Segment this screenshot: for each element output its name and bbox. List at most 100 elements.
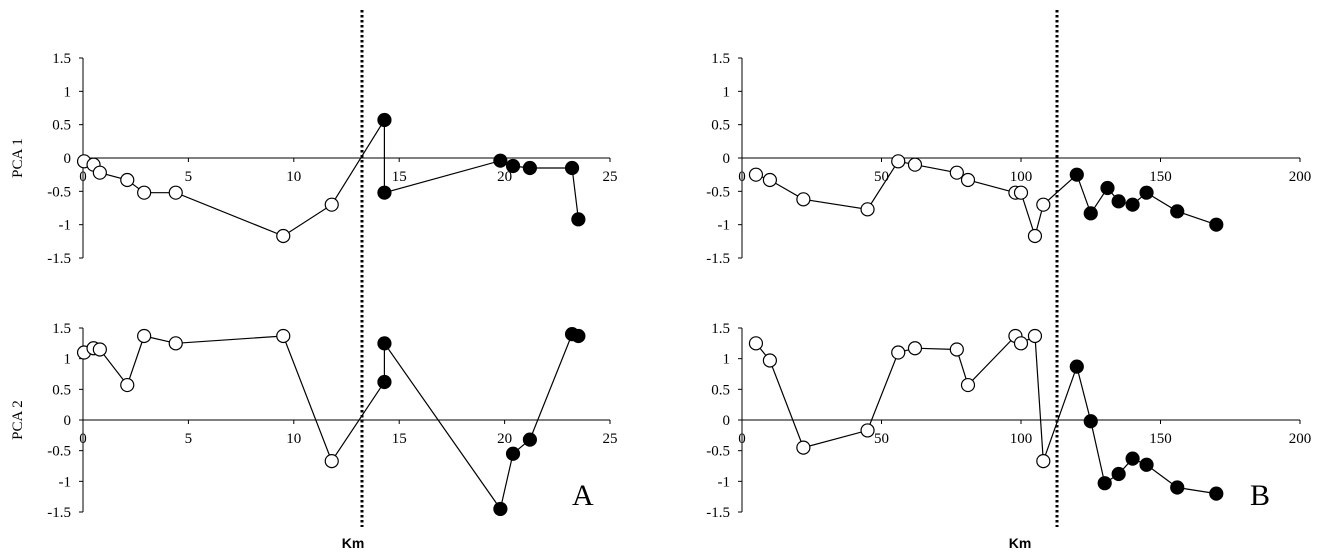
open-point <box>748 167 764 182</box>
open-point <box>120 377 135 393</box>
y-tick-label: -1 <box>59 218 72 234</box>
y-tick-label: 1.5 <box>52 51 71 67</box>
x-tick-label: 10 <box>286 431 301 447</box>
open-point <box>324 453 339 469</box>
filled-point <box>377 374 392 390</box>
x-tick-label: 100 <box>1010 169 1033 185</box>
y-tick-label: 1.5 <box>711 51 730 67</box>
filled-point <box>493 501 508 517</box>
y-tick-label: 1 <box>64 84 72 100</box>
filled-point <box>1111 194 1126 209</box>
y-tick-label: -1 <box>59 474 72 490</box>
subplot-b-1: -1.5 -1 -0.5 0 0.5 1 1.5 0 50 100 150 200 <box>706 51 1311 267</box>
open-point <box>796 440 811 455</box>
filled-point <box>1125 197 1140 212</box>
y-tick-label: -0.5 <box>47 444 71 460</box>
open-point <box>137 328 152 344</box>
open-point <box>762 172 778 188</box>
y-tick-label: -1.5 <box>706 505 730 521</box>
subplot-b-2: -1.5 -1 -0.5 0 0.5 1 1.5 0 50 100 150 200 <box>706 321 1311 521</box>
open-point <box>1036 453 1051 469</box>
open-point <box>276 228 291 244</box>
y-tick-label: 0 <box>64 151 72 167</box>
y-tick-label: 0.5 <box>711 382 730 398</box>
open-point <box>1013 185 1029 200</box>
filled-point <box>1083 206 1098 221</box>
x-tick-label: 10 <box>286 169 301 185</box>
filled-point <box>1209 486 1224 501</box>
filled-point <box>1139 185 1154 200</box>
open-point <box>276 328 291 344</box>
open-point <box>907 157 923 172</box>
x-tick-label: 100 <box>1010 431 1033 447</box>
open-point <box>1027 328 1043 344</box>
open-point <box>1027 228 1043 244</box>
open-point <box>748 336 764 351</box>
filled-point <box>1209 217 1224 232</box>
x-tick-label: 50 <box>874 169 889 185</box>
y-tick-label: 0.5 <box>52 118 71 134</box>
x-tick-label: 0 <box>79 431 87 447</box>
y-tick-label: -1 <box>718 474 731 490</box>
open-point <box>137 185 152 200</box>
y-tick-label: 1 <box>64 352 72 368</box>
x-tick-label: 200 <box>1289 169 1312 185</box>
x-tick-label: 0 <box>738 169 746 185</box>
x-axis-label: Km <box>1009 535 1032 551</box>
filled-point <box>1083 414 1098 429</box>
x-tick-label: 0 <box>79 169 87 185</box>
open-point <box>1036 197 1051 212</box>
open-point <box>324 197 339 212</box>
x-axis-label: Km <box>342 535 365 551</box>
x-tick-label: 20 <box>497 169 512 185</box>
y-tick-label: -0.5 <box>706 184 730 200</box>
filled-point <box>1111 466 1126 482</box>
open-point <box>891 154 906 169</box>
y-tick-label: 0 <box>723 151 731 167</box>
filled-point <box>1097 476 1112 491</box>
y-tick-label: -0.5 <box>706 444 730 460</box>
chart-panel-b: -1.5-1-0.500.511.50 50 100 150 200-1.5-1-0.5… <box>706 10 1311 551</box>
x-tick-label: 5 <box>185 169 193 185</box>
x-tick-label: 20 <box>497 431 512 447</box>
y-tick-label: -1.5 <box>47 505 71 521</box>
x-tick-label: 50 <box>874 431 889 447</box>
filled-point <box>1170 480 1185 495</box>
filled-point <box>493 153 508 168</box>
filled-point <box>1139 457 1154 472</box>
subplot-a-2: -1.5 -1 -0.5 0 0.5 1 1.5 0 5 10 15 20 25 PCA 2 <box>10 321 618 521</box>
y-tick-label: -1.5 <box>47 251 71 267</box>
x-tick-label: 0 <box>738 431 746 447</box>
subplot-a-1: -1.5 -1 -0.5 0 0.5 1 1.5 0 5 10 15 20 25 PCA 1 <box>10 51 618 267</box>
y-axis-label: PCA 1 <box>10 138 26 178</box>
open-point <box>796 192 811 207</box>
open-point <box>860 202 875 217</box>
open-point <box>949 342 964 357</box>
y-tick-label: 1 <box>723 84 731 100</box>
filled-point <box>505 158 521 174</box>
filled-point <box>1125 451 1140 466</box>
x-tick-label: 5 <box>185 431 193 447</box>
open-point <box>92 342 107 357</box>
x-tick-label: 200 <box>1289 431 1312 447</box>
open-point <box>891 345 906 360</box>
open-point <box>120 172 135 188</box>
x-tick-label: 150 <box>1149 431 1172 447</box>
open-point <box>168 336 183 351</box>
filled-point <box>571 328 586 344</box>
y-tick-label: 1.5 <box>52 321 71 337</box>
open-point <box>960 377 976 393</box>
y-tick-label: 0 <box>723 413 731 429</box>
x-tick-label: 25 <box>603 169 618 185</box>
open-point <box>762 353 778 368</box>
filled-point <box>571 212 586 227</box>
filled-point <box>1100 180 1115 196</box>
open-point <box>1013 336 1029 351</box>
panel-label: B <box>1250 479 1270 512</box>
open-point <box>949 165 964 180</box>
y-tick-label: 0.5 <box>711 118 730 134</box>
filled-point <box>1170 204 1185 219</box>
filled-point <box>1069 167 1084 182</box>
